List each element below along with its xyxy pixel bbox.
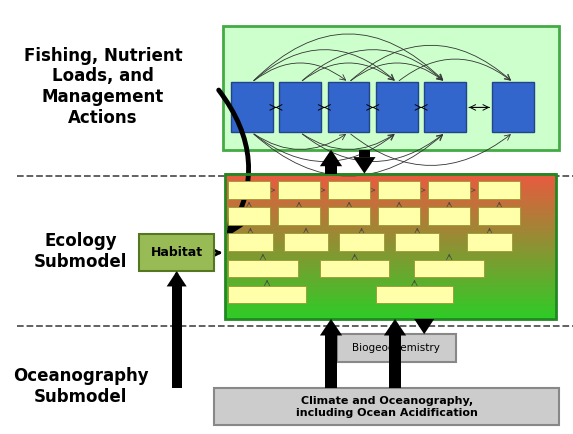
Polygon shape [414, 319, 434, 334]
FancyBboxPatch shape [414, 260, 484, 277]
Polygon shape [359, 150, 370, 157]
Text: Biogeochemistry: Biogeochemistry [352, 343, 440, 353]
FancyBboxPatch shape [228, 181, 270, 199]
FancyBboxPatch shape [478, 181, 520, 199]
FancyBboxPatch shape [139, 234, 214, 271]
FancyBboxPatch shape [228, 260, 297, 277]
Polygon shape [325, 335, 336, 388]
FancyBboxPatch shape [328, 181, 370, 199]
FancyBboxPatch shape [231, 82, 273, 132]
FancyBboxPatch shape [378, 181, 420, 199]
Text: Fishing, Nutrient
Loads, and
Management
Actions: Fishing, Nutrient Loads, and Management … [23, 46, 182, 127]
FancyBboxPatch shape [278, 181, 320, 199]
Text: Habitat: Habitat [151, 247, 203, 259]
FancyBboxPatch shape [425, 82, 466, 132]
FancyBboxPatch shape [478, 207, 520, 225]
Polygon shape [320, 319, 342, 335]
Text: Oceanography
Submodel: Oceanography Submodel [13, 367, 148, 406]
Text: Climate and Oceanography,
including Ocean Acidification: Climate and Oceanography, including Ocea… [296, 396, 477, 418]
FancyBboxPatch shape [429, 207, 470, 225]
FancyBboxPatch shape [284, 233, 328, 251]
Polygon shape [325, 166, 336, 174]
FancyBboxPatch shape [328, 82, 370, 132]
FancyBboxPatch shape [378, 207, 420, 225]
FancyBboxPatch shape [228, 207, 270, 225]
FancyBboxPatch shape [214, 388, 559, 425]
FancyBboxPatch shape [279, 82, 321, 132]
Polygon shape [390, 335, 401, 388]
FancyBboxPatch shape [492, 82, 534, 132]
FancyBboxPatch shape [228, 233, 273, 251]
Polygon shape [172, 286, 182, 388]
FancyBboxPatch shape [278, 207, 320, 225]
FancyBboxPatch shape [468, 233, 512, 251]
FancyBboxPatch shape [228, 286, 306, 303]
FancyBboxPatch shape [375, 286, 453, 303]
Polygon shape [167, 271, 187, 286]
FancyBboxPatch shape [328, 207, 370, 225]
FancyBboxPatch shape [222, 26, 559, 150]
Polygon shape [354, 157, 375, 174]
FancyBboxPatch shape [429, 181, 470, 199]
Polygon shape [320, 150, 342, 166]
FancyBboxPatch shape [395, 233, 439, 251]
Polygon shape [384, 319, 406, 335]
FancyBboxPatch shape [320, 260, 390, 277]
FancyBboxPatch shape [376, 82, 418, 132]
FancyBboxPatch shape [336, 334, 456, 362]
Text: Ecology
Submodel: Ecology Submodel [34, 232, 127, 271]
FancyBboxPatch shape [339, 233, 384, 251]
